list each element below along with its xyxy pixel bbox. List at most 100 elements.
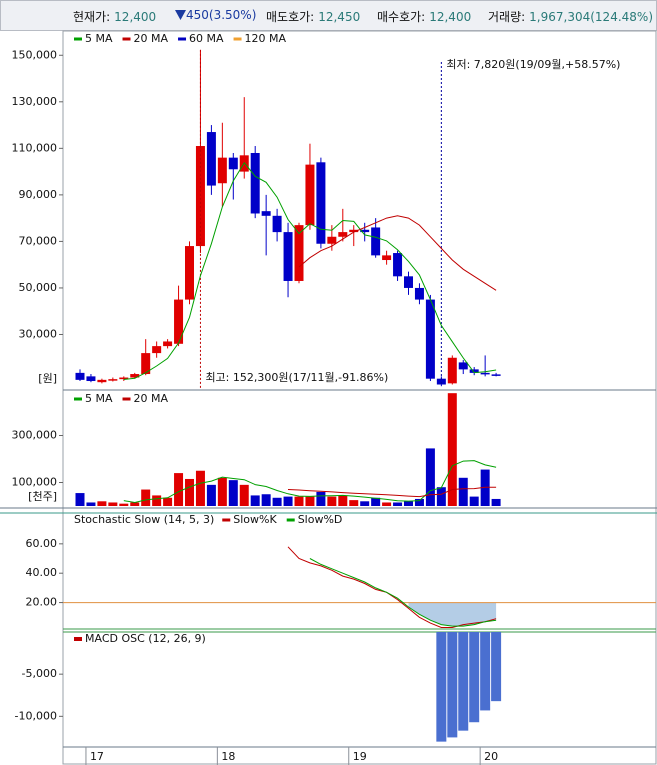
candle-body	[174, 299, 184, 344]
candle-body	[371, 227, 381, 256]
bar	[338, 495, 348, 506]
legend-label: Slow%D	[298, 513, 343, 526]
bar	[349, 500, 359, 506]
bar	[447, 632, 458, 738]
bar	[458, 477, 468, 506]
moving-average	[298, 215, 497, 291]
bar	[480, 469, 490, 506]
candle-body	[480, 372, 490, 375]
bar	[108, 502, 118, 506]
bar	[360, 501, 370, 506]
bar	[163, 497, 173, 506]
value: 12,400	[429, 10, 472, 24]
candle-body	[404, 276, 413, 288]
legend-label: 5 MA	[85, 32, 113, 45]
quote-header: 현재가: 12,400 450(3.50%) 매도호가: 12,450 매수호가: 1…	[0, 0, 657, 31]
bar	[425, 448, 435, 506]
y-tick-label: 90,000	[19, 188, 58, 201]
quote-item: 매도호가: 12,450	[266, 8, 360, 25]
bar	[239, 484, 249, 506]
bar	[491, 632, 502, 702]
bar	[305, 496, 315, 506]
plot-frame	[62, 30, 657, 765]
y-tick-label: 70,000	[19, 234, 58, 247]
candle-body	[185, 246, 194, 300]
candle-body	[338, 232, 348, 237]
bar	[217, 477, 227, 506]
down-arrow	[175, 10, 186, 20]
y-tick-label: 130,000	[12, 95, 58, 108]
candle-body	[163, 341, 173, 347]
bar	[152, 495, 162, 506]
bar	[491, 498, 501, 506]
value: 12,450	[318, 10, 361, 24]
quote-item: 거래량: 1,967,304(124.48%)	[488, 8, 653, 25]
x-tick-label: 17	[90, 750, 104, 763]
candle-body	[327, 236, 337, 244]
bar	[447, 393, 457, 506]
bar	[414, 498, 424, 506]
quote-item: 현재가: 12,400	[73, 8, 156, 25]
y-tick-label: 300,000	[12, 428, 58, 441]
label: 매도호가:	[266, 10, 315, 24]
legend-label: 5 MA	[85, 392, 113, 405]
annotation: 최저: 7,820원(19/09월,+58.57%)	[446, 58, 620, 71]
legend-label: Slow%K	[233, 513, 277, 526]
bar	[195, 470, 205, 506]
y-tick-label: 50,000	[19, 281, 58, 294]
candle-body	[393, 253, 403, 277]
bar	[86, 502, 96, 506]
candle-body	[469, 369, 479, 373]
candle-body	[283, 232, 293, 281]
title-marker	[74, 637, 82, 641]
candle-body	[75, 372, 85, 380]
moving-average	[123, 460, 497, 504]
legend-label: 120 MA	[245, 32, 287, 45]
bar	[382, 502, 392, 506]
candle-body	[119, 377, 129, 380]
panel-title: MACD OSC (12, 26, 9)	[85, 632, 206, 645]
value: 12,400	[114, 10, 157, 24]
bar	[141, 489, 151, 506]
y-tick-label: -5,000	[22, 667, 57, 680]
candle-body	[130, 374, 140, 378]
unit-label: [천주]	[28, 489, 57, 503]
y-tick-label: 100,000	[12, 475, 58, 488]
legend-label: 20 MA	[134, 392, 169, 405]
x-tick-label: 20	[484, 750, 498, 763]
bar	[174, 473, 184, 506]
candle-body	[261, 211, 271, 216]
candle-body	[206, 132, 216, 186]
y-tick-label: 30,000	[19, 327, 58, 340]
bar	[371, 497, 381, 506]
y-tick-label: 40.00	[26, 566, 58, 579]
bar	[404, 501, 413, 506]
bar	[261, 494, 271, 506]
candle-body	[425, 299, 435, 379]
candle-body	[152, 346, 162, 354]
label: 매수호가:	[377, 10, 426, 24]
y-tick-label: 110,000	[12, 141, 58, 154]
indicator-line	[309, 558, 497, 627]
candle-body	[447, 357, 457, 384]
candle-body	[97, 379, 107, 383]
y-tick-label: 20.00	[26, 596, 58, 609]
annotation: 최고: 152,300원(17/11월,-91.86%)	[205, 371, 388, 384]
candle-body	[272, 215, 282, 233]
unit-label: [원]	[38, 372, 57, 385]
candle-body	[360, 229, 370, 233]
candle-body	[458, 362, 468, 370]
bar	[228, 480, 238, 506]
moving-average	[123, 161, 497, 380]
candle-body	[382, 255, 392, 261]
legend-label: 20 MA	[134, 32, 169, 45]
bar	[294, 496, 304, 506]
candle-body	[250, 152, 260, 214]
bar	[469, 496, 479, 506]
candle-body	[305, 164, 315, 226]
bar	[119, 503, 129, 506]
candle-body	[86, 376, 96, 382]
moving-average	[287, 486, 497, 498]
